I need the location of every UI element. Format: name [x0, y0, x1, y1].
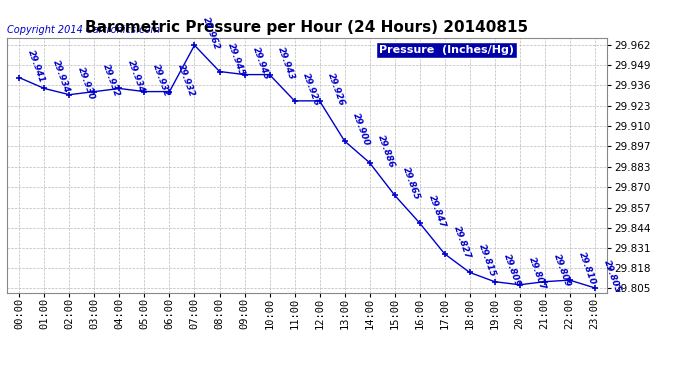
Text: 29.815: 29.815 — [477, 243, 497, 279]
Text: 29.886: 29.886 — [377, 133, 397, 169]
Text: 29.943: 29.943 — [251, 45, 272, 81]
Text: 29.827: 29.827 — [451, 224, 472, 260]
Text: 29.934: 29.934 — [51, 59, 72, 94]
Text: Copyright 2014 Cartronics.com: Copyright 2014 Cartronics.com — [7, 25, 160, 35]
Text: Pressure  (Inches/Hg): Pressure (Inches/Hg) — [379, 45, 514, 55]
Text: 29.962: 29.962 — [201, 16, 221, 51]
Text: 29.805: 29.805 — [602, 258, 622, 294]
Text: 29.932: 29.932 — [151, 62, 172, 98]
Text: 29.809: 29.809 — [551, 252, 572, 288]
Text: 29.930: 29.930 — [77, 65, 97, 101]
Text: 29.932: 29.932 — [177, 62, 197, 98]
Text: 29.809: 29.809 — [502, 252, 522, 288]
Text: 29.934: 29.934 — [126, 59, 147, 94]
Title: Barometric Pressure per Hour (24 Hours) 20140815: Barometric Pressure per Hour (24 Hours) … — [86, 20, 529, 35]
Text: 29.900: 29.900 — [351, 112, 372, 147]
Text: 29.941: 29.941 — [26, 48, 47, 84]
Text: 29.926: 29.926 — [302, 71, 322, 107]
Text: 29.865: 29.865 — [402, 166, 422, 201]
Text: 29.810: 29.810 — [577, 251, 597, 286]
Text: 29.847: 29.847 — [426, 194, 447, 229]
Text: 29.932: 29.932 — [101, 62, 121, 98]
Text: 29.943: 29.943 — [277, 45, 297, 81]
Text: 29.807: 29.807 — [526, 255, 547, 291]
Text: 29.945: 29.945 — [226, 42, 247, 78]
Text: 29.926: 29.926 — [326, 71, 347, 107]
